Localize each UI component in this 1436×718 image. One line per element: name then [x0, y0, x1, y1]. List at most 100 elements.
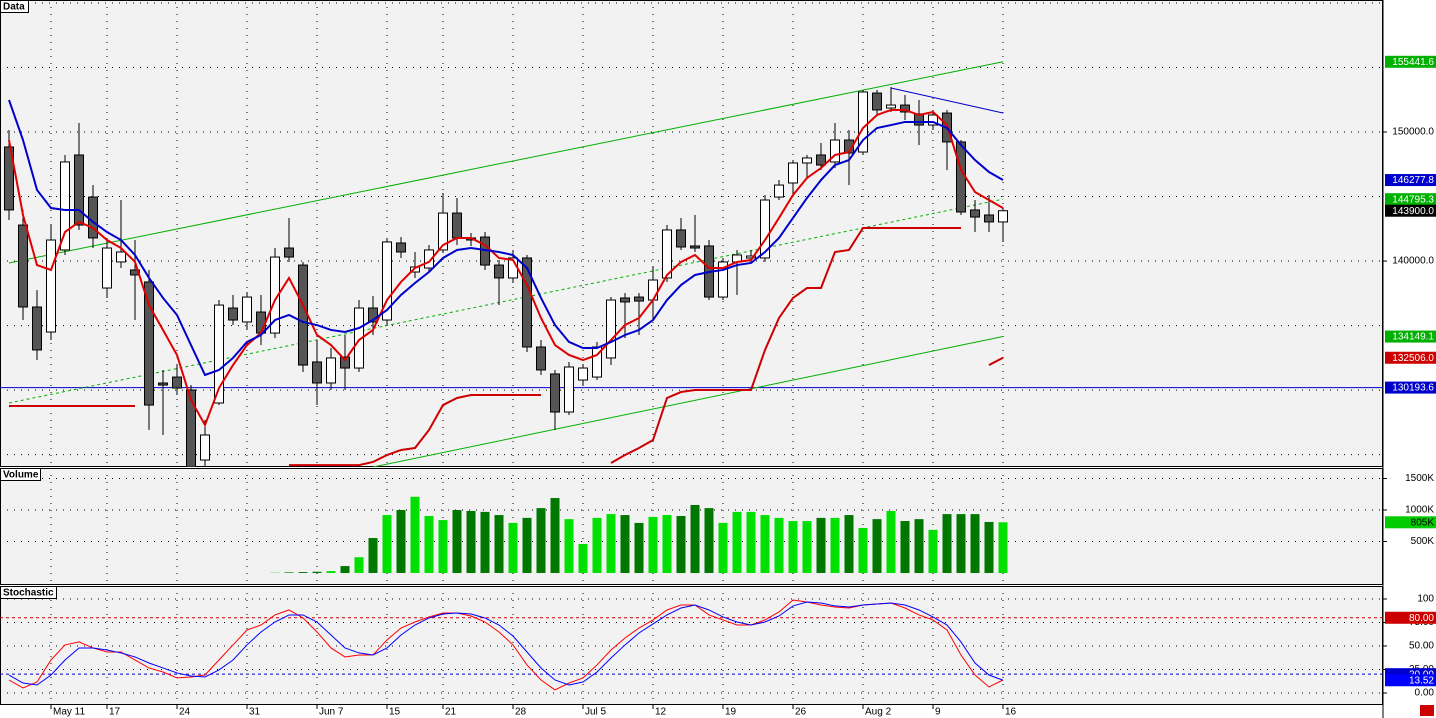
candle-body: [550, 373, 560, 413]
value-box: [1385, 55, 1436, 68]
candle-body: [816, 154, 826, 166]
volume-bar: [578, 544, 588, 573]
candle-body: [564, 366, 574, 413]
volume-bar: [858, 527, 868, 573]
candle-body: [928, 114, 938, 126]
candle-body: [774, 184, 784, 198]
volume-bar: [886, 510, 896, 573]
value-box: [1385, 193, 1436, 206]
volume-bar: [480, 511, 490, 573]
volume-bar: [592, 517, 602, 573]
candle-body: [382, 241, 392, 321]
candle-body: [158, 382, 168, 386]
pane-title-box: [0, 0, 29, 13]
candle-body: [200, 434, 210, 461]
value-box-label: 13.52: [1409, 675, 1434, 686]
y-tick-label: 140000.0: [1392, 256, 1434, 267]
candle-body: [298, 264, 308, 366]
candle-body: [312, 361, 322, 384]
candle-body: [18, 224, 28, 308]
candle-body: [46, 239, 56, 333]
volume-bar: [746, 511, 756, 573]
candle-body: [242, 296, 252, 323]
candle-body: [228, 307, 238, 321]
candle-body: [690, 245, 700, 249]
volume-bar: [816, 517, 826, 573]
stochastic-line: [8, 601, 1004, 686]
volume-bar: [508, 522, 518, 573]
x-tick-label: 28: [515, 707, 527, 718]
volume-bar: [704, 508, 714, 573]
candle-body: [970, 209, 980, 218]
pane-title: Data: [3, 2, 25, 13]
candle-body: [900, 104, 910, 113]
volume-bar: [690, 504, 700, 573]
volume-bar: [536, 508, 546, 573]
volume-bar: [634, 522, 644, 573]
stochastic-line: [8, 599, 1004, 691]
volume-bar: [844, 515, 854, 573]
volume-bar: [368, 538, 378, 573]
value-box-label: 132506.0: [1392, 353, 1434, 364]
pane-title: Stochastic: [3, 588, 54, 599]
volume-bar: [606, 514, 616, 573]
volume-bar: [284, 572, 294, 573]
candle-body: [340, 356, 350, 369]
candle-body: [32, 306, 42, 351]
volume-bar: [326, 571, 336, 573]
candle-body: [172, 376, 182, 389]
candle-body: [438, 212, 448, 251]
candle-body: [844, 139, 854, 154]
value-box: [1385, 516, 1436, 529]
volume-bar: [676, 515, 686, 573]
candle-body: [788, 162, 798, 184]
value-box: [1385, 611, 1436, 624]
value-box-label: 805K: [1411, 517, 1435, 528]
value-box: [1385, 174, 1436, 187]
candle-body: [368, 307, 378, 323]
volume-bar: [648, 516, 658, 573]
x-tick-label: May 11: [53, 707, 85, 718]
candle-body: [522, 257, 532, 348]
x-tick-label: 19: [725, 707, 737, 718]
volume-bar: [732, 511, 742, 573]
pane-plot: [0, 468, 1383, 584]
x-tick-label: Jun 7: [319, 707, 344, 718]
volume-bar: [928, 529, 938, 573]
candle-body: [634, 296, 644, 302]
candle-body: [578, 367, 588, 381]
indicator-line: [8, 99, 1004, 377]
candle-body: [956, 141, 966, 213]
x-tick-label: Aug 2: [865, 707, 892, 718]
y-tick-label: 500K: [1411, 536, 1435, 547]
value-box-label: 155441.6: [1392, 57, 1434, 68]
candle-body: [802, 157, 812, 164]
volume-bar: [914, 519, 924, 573]
trend-line: [8, 198, 1004, 404]
volume-bar: [970, 514, 980, 573]
candle-body: [676, 229, 686, 248]
candle-body: [256, 311, 266, 334]
volume-bar: [298, 572, 308, 573]
x-tick-label: 26: [795, 707, 807, 718]
volume-bar: [466, 510, 476, 573]
pane-plot: [0, 586, 1383, 705]
volume-bar: [872, 519, 882, 573]
x-tick-label: 16: [1005, 707, 1017, 718]
x-tick-label: 15: [389, 707, 401, 718]
candle-body: [326, 357, 336, 384]
volume-bar: [956, 514, 966, 573]
candle-body: [270, 256, 280, 334]
volume-bar: [900, 521, 910, 573]
volume-bar: [550, 498, 560, 573]
value-box: [1385, 330, 1436, 343]
y-tick-label: 50.00: [1409, 641, 1434, 652]
candle-body: [186, 389, 196, 467]
value-box-label: 144795.3: [1392, 194, 1434, 205]
pane-title-box: [0, 468, 41, 481]
value-box-label: 130193.6: [1392, 383, 1434, 394]
corner-button[interactable]: [1420, 705, 1434, 716]
candle-body: [536, 346, 546, 371]
candle-body: [648, 279, 658, 301]
candle-body: [494, 264, 504, 279]
